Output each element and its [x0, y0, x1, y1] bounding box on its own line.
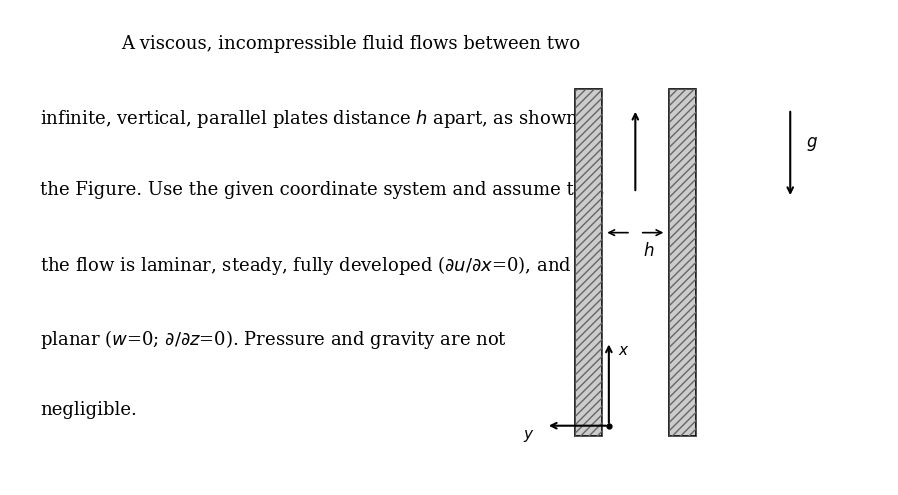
Text: A viscous, incompressible fluid flows between two: A viscous, incompressible fluid flows be… [121, 35, 580, 52]
Text: the flow is laminar, steady, fully developed ($\partial u/\partial x$=0), and: the flow is laminar, steady, fully devel… [40, 254, 572, 277]
Text: infinite, vertical, parallel plates distance $h$ apart, as shown in: infinite, vertical, parallel plates dist… [40, 108, 603, 130]
Text: $g$: $g$ [806, 135, 818, 152]
Text: negligible.: negligible. [40, 401, 137, 419]
Bar [575, 89, 602, 436]
Text: $h$: $h$ [643, 242, 654, 259]
Text: planar ($w$=0; $\partial/\partial z$=0). Pressure and gravity are not: planar ($w$=0; $\partial/\partial z$=0).… [40, 328, 507, 350]
Bar [575, 89, 602, 436]
Bar [669, 89, 696, 436]
Text: $y$: $y$ [523, 428, 534, 444]
Bar [669, 89, 696, 436]
Text: $x$: $x$ [618, 344, 629, 358]
Text: the Figure. Use the given coordinate system and assume that: the Figure. Use the given coordinate sys… [40, 181, 604, 199]
